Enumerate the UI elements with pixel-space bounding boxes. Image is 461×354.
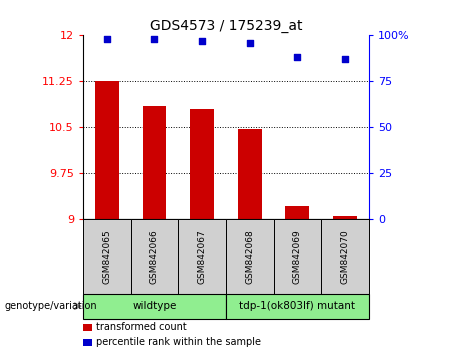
Bar: [83, 219, 130, 294]
Bar: [333, 216, 357, 219]
Bar: [226, 219, 273, 294]
Text: GSM842070: GSM842070: [341, 229, 349, 284]
Point: [246, 40, 254, 46]
Bar: [238, 129, 261, 219]
Bar: [178, 219, 226, 294]
Bar: [226, 294, 369, 319]
Text: genotype/variation: genotype/variation: [5, 301, 97, 311]
Point: [341, 57, 349, 62]
Bar: [190, 109, 214, 219]
Bar: [83, 339, 92, 346]
Bar: [95, 81, 118, 219]
Point: [103, 36, 111, 42]
Bar: [83, 294, 226, 319]
Title: GDS4573 / 175239_at: GDS4573 / 175239_at: [150, 19, 302, 33]
Text: GSM842066: GSM842066: [150, 229, 159, 284]
Text: tdp-1(ok803lf) mutant: tdp-1(ok803lf) mutant: [239, 301, 355, 311]
Text: wildtype: wildtype: [132, 301, 177, 311]
Bar: [273, 219, 321, 294]
Text: percentile rank within the sample: percentile rank within the sample: [96, 337, 261, 347]
Text: GSM842065: GSM842065: [102, 229, 111, 284]
Point: [151, 36, 158, 42]
Point: [198, 38, 206, 44]
Text: GSM842069: GSM842069: [293, 229, 302, 284]
Bar: [321, 219, 369, 294]
Bar: [83, 324, 92, 331]
Text: GSM842067: GSM842067: [198, 229, 207, 284]
Bar: [130, 219, 178, 294]
Point: [294, 55, 301, 60]
Bar: [142, 106, 166, 219]
Text: transformed count: transformed count: [96, 322, 187, 332]
Text: GSM842068: GSM842068: [245, 229, 254, 284]
Bar: [285, 206, 309, 219]
